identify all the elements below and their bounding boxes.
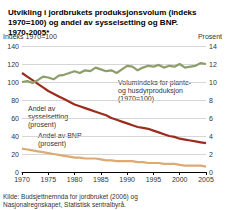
svg-text:1985: 1985 — [93, 176, 109, 183]
svg-text:og husdyrproduksjon: og husdyrproduksjon — [118, 87, 183, 95]
svg-text:4: 4 — [209, 133, 213, 140]
svg-text:Andel av BNP: Andel av BNP — [38, 132, 82, 139]
svg-text:Prosent: Prosent — [198, 33, 222, 40]
svg-text:0: 0 — [209, 169, 213, 176]
svg-text:1980: 1980 — [67, 176, 83, 183]
svg-text:12: 12 — [209, 61, 217, 68]
svg-text:Indeks 1970=100: Indeks 1970=100 — [3, 33, 57, 40]
svg-text:80: 80 — [11, 97, 19, 104]
svg-text:0: 0 — [15, 169, 19, 176]
svg-text:1990: 1990 — [119, 176, 135, 183]
svg-text:2000: 2000 — [172, 176, 188, 183]
svg-text:60: 60 — [11, 115, 19, 122]
svg-text:1970=100) og andel av sysselse: 1970=100) og andel av sysselsetting og B… — [8, 18, 178, 27]
svg-text:Kilde: Budsjettnemnda for jord: Kilde: Budsjettnemnda for jordbruket (20… — [3, 193, 138, 201]
svg-text:Utvikling i jordbrukets produk: Utvikling i jordbrukets produksjonsvolum… — [8, 8, 197, 17]
svg-text:2: 2 — [209, 151, 213, 158]
svg-text:14: 14 — [209, 43, 217, 50]
svg-text:140: 140 — [7, 43, 19, 50]
svg-text:100: 100 — [7, 79, 19, 86]
svg-text:2005: 2005 — [198, 176, 214, 183]
svg-text:sysselsetting: sysselsetting — [28, 113, 68, 121]
svg-text:(prosent): (prosent) — [38, 140, 66, 148]
svg-text:Andel av: Andel av — [28, 105, 56, 112]
svg-text:Nasjonalregnskapet, Statistisk: Nasjonalregnskapet, Statistisk sentralby… — [3, 201, 126, 209]
svg-text:1995: 1995 — [146, 176, 162, 183]
svg-text:40: 40 — [11, 133, 19, 140]
svg-text:120: 120 — [7, 61, 19, 68]
svg-text:Volumindeks for plante-: Volumindeks for plante- — [118, 78, 192, 86]
svg-text:6: 6 — [209, 115, 213, 122]
svg-text:20: 20 — [11, 151, 19, 158]
svg-text:1970-2005*: 1970-2005* — [8, 28, 50, 37]
svg-text:(prosent): (prosent) — [28, 121, 56, 129]
svg-text:8: 8 — [209, 97, 213, 104]
svg-text:(1970=100): (1970=100) — [118, 95, 154, 103]
svg-text:10: 10 — [209, 79, 217, 86]
svg-text:1970: 1970 — [14, 176, 30, 183]
svg-text:1975: 1975 — [40, 176, 56, 183]
